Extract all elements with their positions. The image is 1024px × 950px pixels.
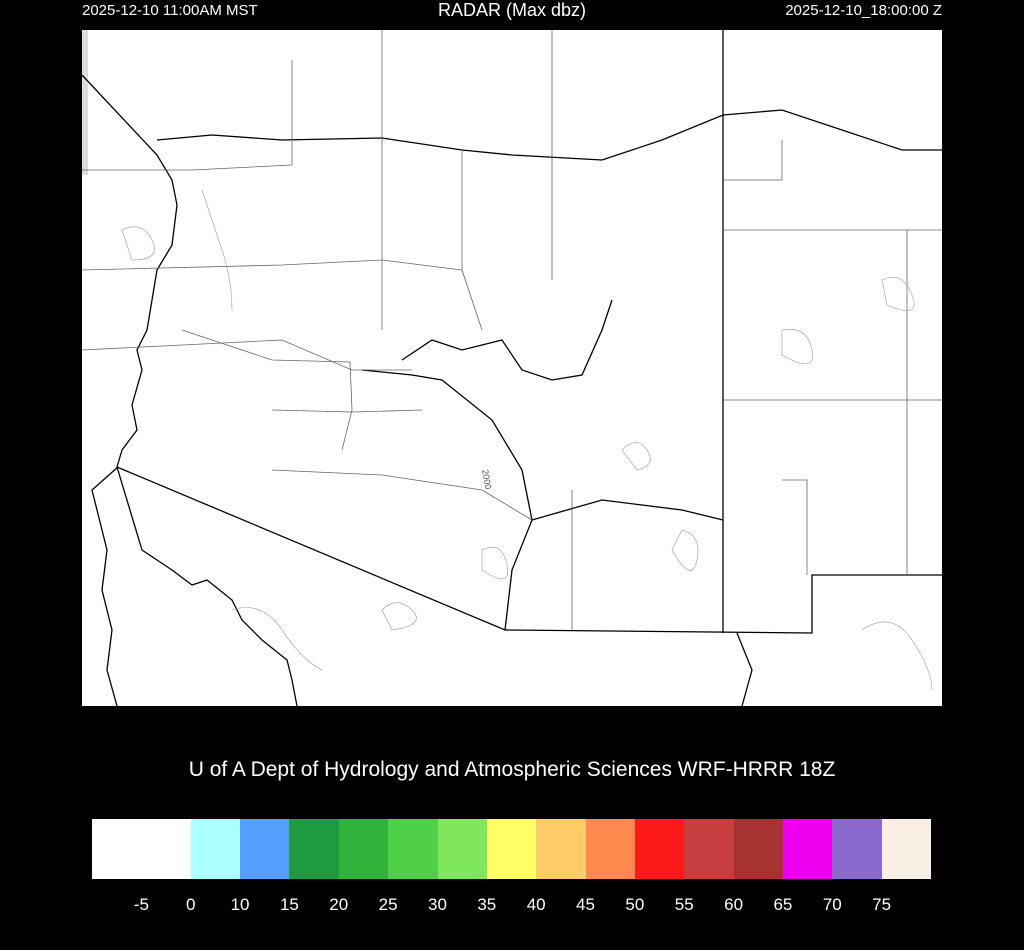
county-lines	[81, 30, 942, 630]
color-swatch	[733, 819, 784, 879]
color-swatch	[634, 819, 685, 879]
contour-label: 2000	[480, 469, 493, 490]
color-scale-tick-label: 0	[185, 895, 196, 914]
color-swatch	[437, 819, 487, 879]
color-swatch	[141, 819, 191, 879]
color-scale-tick-label: 60	[724, 895, 744, 914]
color-scale-tick-label: 75	[872, 895, 892, 914]
color-scale-tick-label: 55	[674, 895, 694, 914]
color-scale-tick-label: 20	[329, 895, 349, 914]
color-swatch	[585, 819, 635, 879]
color-swatch	[832, 819, 882, 879]
color-scale-tick-label: 45	[576, 895, 595, 914]
color-swatch	[92, 819, 142, 879]
terrain-contours	[121, 189, 933, 691]
color-scale-tick-label: 25	[378, 895, 398, 914]
color-scale-tick-label: 40	[526, 895, 546, 914]
color-scale	[92, 819, 932, 879]
color-scale-tick-label: 15	[279, 895, 299, 914]
color-scale-tick-label: 10	[230, 895, 250, 914]
utc-time: 2025-12-10_18:00:00 Z	[785, 2, 942, 19]
color-scale-tick-label: -5	[133, 895, 149, 914]
color-scale-ticks: -5 0 10 15 20 25 30 35 40 45 50 55 60 65 70 75	[0, 895, 1024, 919]
color-scale-tick-label: 70	[822, 895, 842, 914]
state-borders	[81, 30, 942, 707]
color-scale-tick-label: 30	[428, 895, 447, 914]
color-swatch	[338, 819, 389, 879]
color-swatch	[536, 819, 586, 879]
map-base-lines: 2000	[81, 30, 942, 707]
color-scale-tick-label: 50	[625, 895, 645, 914]
color-swatch	[486, 819, 537, 879]
color-swatch	[190, 819, 241, 879]
color-scale-tick-label: 35	[477, 895, 497, 914]
radar-map: 2000	[81, 30, 942, 707]
color-swatch	[240, 819, 290, 879]
credit-text: U of A Dept of Hydrology and Atmospheric…	[188, 758, 836, 781]
color-swatch	[783, 819, 833, 879]
map-title: RADAR (Max dbz)	[437, 0, 587, 20]
color-scale-tick-label: 65	[773, 895, 793, 914]
color-swatch	[881, 819, 932, 879]
color-swatch	[289, 819, 339, 879]
local-time: 2025-12-10 11:00AM MST	[82, 2, 258, 19]
edge-shading	[82, 30, 88, 175]
color-swatch	[388, 819, 438, 879]
color-swatch	[684, 819, 734, 879]
